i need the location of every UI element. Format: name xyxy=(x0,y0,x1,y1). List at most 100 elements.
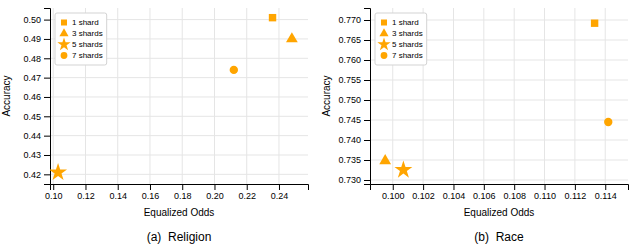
scatter-point xyxy=(591,19,598,26)
y-axis-tick: 0.735 xyxy=(338,155,370,165)
y-grid-line xyxy=(50,154,308,155)
y-axis-tick-label: 0.760 xyxy=(338,55,361,65)
y-axis-tick: 0.750 xyxy=(338,95,370,105)
legend-label: 7 shards xyxy=(72,51,103,60)
x-axis-tick-mark xyxy=(514,184,515,190)
y-axis-title: Accuracy xyxy=(321,75,332,116)
scatter-point xyxy=(269,14,276,21)
y-axis-tick: 0.730 xyxy=(338,175,370,185)
x-axis-line xyxy=(371,185,629,191)
y-axis-tick: 0.740 xyxy=(338,135,370,145)
legend-entry: 5 shards xyxy=(377,38,422,51)
x-axis-tick: 0.24 xyxy=(271,184,289,201)
y-grid-line xyxy=(50,77,308,78)
x-axis-tick-mark xyxy=(182,184,183,190)
x-axis-tick: 0.18 xyxy=(174,184,192,201)
y-axis-line xyxy=(44,9,51,185)
legend-label: 7 shards xyxy=(392,51,423,60)
x-axis-tick: 0.114 xyxy=(595,184,617,201)
x-axis-tick-label: 0.114 xyxy=(595,191,617,201)
legend-label: 1 shard xyxy=(72,18,99,27)
panel: 0.100.120.140.160.180.200.220.240.420.43… xyxy=(1,8,309,244)
legend-entry: 5 shards xyxy=(57,38,102,51)
y-axis-tick-mark xyxy=(364,100,370,101)
x-axis-tick-mark xyxy=(545,184,546,190)
legend: 1 shard3 shards5 shards7 shards xyxy=(375,13,427,65)
y-axis-tick-label: 0.43 xyxy=(23,150,41,160)
legend-symbol xyxy=(381,20,387,26)
scatter-point xyxy=(379,154,391,164)
x-axis-tick-mark xyxy=(453,184,454,190)
x-axis-tick-label: 0.18 xyxy=(174,191,192,201)
x-axis-tick-label: 0.106 xyxy=(473,191,496,201)
y-axis-tick-label: 0.48 xyxy=(23,54,41,64)
y-axis-tick-mark xyxy=(364,20,370,21)
chart-title: (a) Religion xyxy=(147,230,212,244)
x-axis-tick-label: 0.16 xyxy=(142,191,160,201)
x-axis-tick-label: 0.14 xyxy=(109,191,127,201)
x-grid-line xyxy=(544,8,545,184)
x-grid-line xyxy=(514,8,515,184)
y-axis-tick-mark xyxy=(44,155,50,156)
chart-title: (b) Race xyxy=(474,230,524,244)
y-axis-tick: 0.42 xyxy=(23,170,50,180)
x-axis-tick-label: 0.100 xyxy=(382,191,405,201)
scatter-point xyxy=(394,161,412,178)
x-grid-line xyxy=(453,8,454,184)
y-grid-line xyxy=(370,80,628,81)
x-grid-line xyxy=(214,8,215,184)
x-grid-line xyxy=(246,8,247,184)
y-axis-tick-mark xyxy=(44,116,50,117)
legend-entry: 7 shards xyxy=(61,51,103,60)
x-axis-tick: 0.16 xyxy=(142,184,160,201)
x-axis-tick: 0.102 xyxy=(412,184,435,201)
legend-entry: 3 shards xyxy=(379,28,422,38)
y-axis-tick-label: 0.42 xyxy=(23,170,41,180)
y-axis-tick-mark xyxy=(364,40,370,41)
legend-label: 3 shards xyxy=(72,29,103,38)
legend-symbol xyxy=(57,38,70,51)
y-axis-tick: 0.47 xyxy=(23,73,50,83)
legend-entry: 3 shards xyxy=(59,28,102,38)
x-axis-title: Equalized Odds xyxy=(464,207,535,218)
y-axis-tick: 0.770 xyxy=(338,15,370,25)
x-grid-line xyxy=(117,8,118,184)
y-grid-line xyxy=(370,160,628,161)
y-grid-line xyxy=(370,120,628,121)
scatter-point xyxy=(50,163,67,180)
x-grid-line xyxy=(278,8,279,184)
x-grid-line xyxy=(149,8,150,184)
y-axis-tick-mark xyxy=(44,78,50,79)
x-grid-line xyxy=(574,8,575,184)
x-axis-tick: 0.112 xyxy=(564,184,586,201)
x-axis-tick: 0.10 xyxy=(45,184,63,201)
y-axis-tick-label: 0.735 xyxy=(338,155,361,165)
legend-symbol xyxy=(377,38,390,51)
y-grid-line xyxy=(50,174,308,175)
x-axis-tick: 0.100 xyxy=(382,184,405,201)
figure: 0.100.120.140.160.180.200.220.240.420.43… xyxy=(0,0,640,246)
scatter-point xyxy=(230,66,238,74)
legend-symbol xyxy=(61,20,67,26)
y-grid-line xyxy=(50,116,308,117)
y-axis-tick: 0.765 xyxy=(338,35,370,45)
y-axis-tick: 0.44 xyxy=(23,131,50,141)
x-axis-tick-mark xyxy=(118,184,119,190)
y-axis-tick-label: 0.45 xyxy=(23,112,41,122)
legend-entry: 1 shard xyxy=(61,18,99,27)
x-axis-tick: 0.108 xyxy=(503,184,526,201)
x-grid-line xyxy=(182,8,183,184)
legend-symbol xyxy=(379,28,388,36)
y-axis-tick: 0.760 xyxy=(338,55,370,65)
y-axis-tick-label: 0.730 xyxy=(338,175,361,185)
x-axis-tick: 0.14 xyxy=(109,184,127,201)
y-axis-tick-label: 0.46 xyxy=(23,92,41,102)
scatter-point xyxy=(286,32,298,42)
x-axis-tick-label: 0.112 xyxy=(564,191,586,201)
y-grid-line xyxy=(370,140,628,141)
y-axis-tick-label: 0.50 xyxy=(23,15,41,25)
y-grid-line xyxy=(370,100,628,101)
x-axis-tick-label: 0.108 xyxy=(503,191,526,201)
y-axis-tick-mark xyxy=(364,140,370,141)
y-axis-tick-mark xyxy=(44,58,50,59)
